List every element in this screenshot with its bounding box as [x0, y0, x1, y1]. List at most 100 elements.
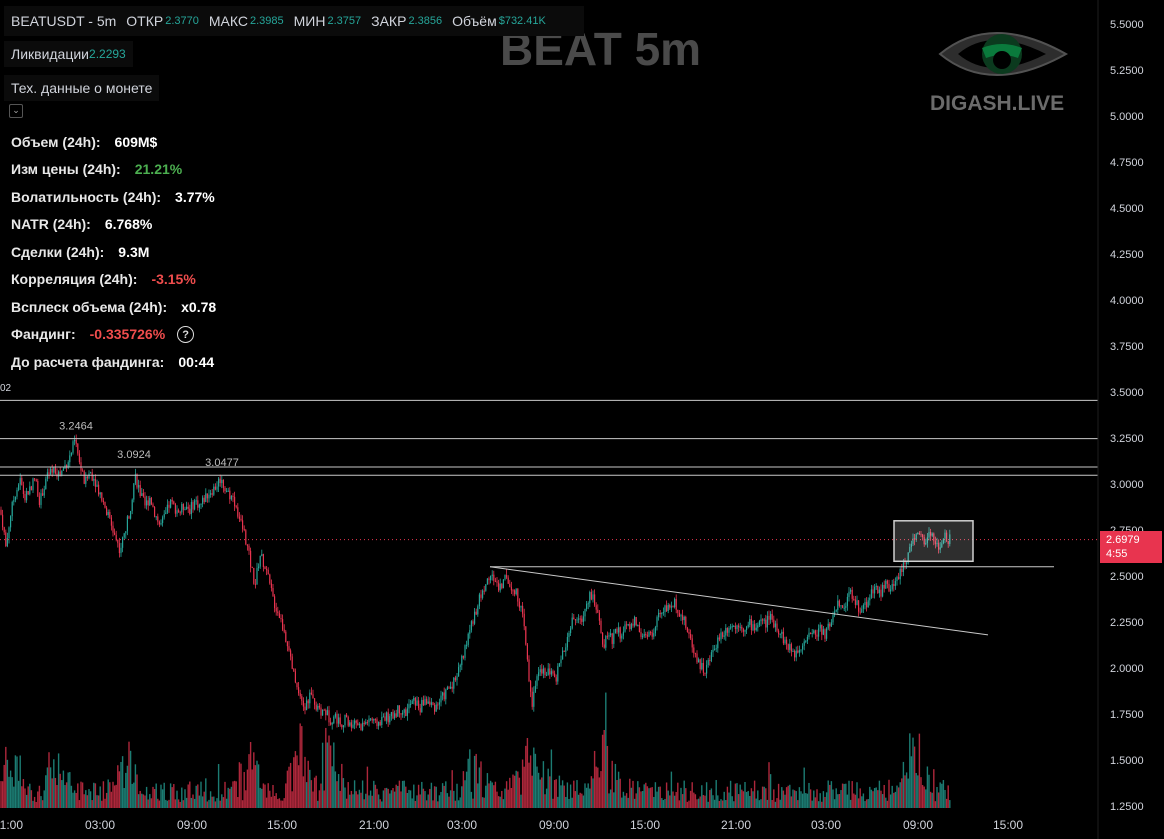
- candle-body: [699, 659, 701, 670]
- volume-bar: [419, 794, 421, 808]
- candle-body: [91, 472, 93, 481]
- candle-body: [504, 575, 506, 580]
- candle-body: [637, 625, 639, 627]
- candle-body: [200, 503, 202, 505]
- y-tick-label: 5.5000: [1110, 19, 1144, 31]
- candle-body: [368, 718, 370, 723]
- volume-bar: [177, 799, 180, 808]
- candle-body: [294, 671, 296, 683]
- volume-bar: [392, 788, 394, 808]
- volume-bar: [625, 793, 628, 808]
- candle-body: [126, 516, 128, 532]
- candle-body: [138, 485, 140, 488]
- candle-body: [614, 628, 616, 634]
- volume-bar: [11, 777, 13, 808]
- candle-body: [738, 625, 740, 628]
- candle-body: [373, 719, 375, 721]
- volume-bar: [381, 801, 383, 808]
- volume-bar: [613, 792, 615, 808]
- candle-body: [230, 495, 232, 500]
- volume-bar: [576, 780, 578, 808]
- volume-bar: [259, 787, 261, 808]
- candle-body: [376, 719, 378, 727]
- candle-body: [70, 452, 72, 456]
- volume-bar: [280, 800, 282, 808]
- candle-body: [427, 701, 429, 704]
- price-axis[interactable]: 5.5000 5.2500 5.0000 4.7500 4.5000 4.2500 4.00…: [1110, 19, 1144, 813]
- volume-bar: [32, 800, 34, 808]
- volume-bar: [209, 791, 212, 808]
- liquidations-indicator[interactable]: Ликвидации 2.2293: [4, 41, 133, 67]
- volume-bar: [757, 790, 759, 808]
- volume-bar: [781, 787, 783, 808]
- funding-help-icon[interactable]: ?: [177, 325, 195, 343]
- volume-bar: [270, 796, 273, 808]
- candle-body: [86, 476, 88, 479]
- volume-bar: [232, 781, 234, 808]
- candle-body: [851, 589, 853, 599]
- candle-body: [5, 532, 7, 547]
- volume-bar: [147, 799, 149, 808]
- volume-bar: [848, 780, 850, 808]
- candle-body: [472, 621, 474, 624]
- volume-bar: [211, 796, 213, 808]
- candle-body: [878, 589, 880, 594]
- candle-body: [117, 539, 119, 544]
- tech-data-label: Тех. данные о монете: [11, 80, 153, 96]
- volume-bar: [637, 781, 639, 808]
- candle-body: [571, 617, 573, 629]
- volume-bar: [145, 786, 148, 808]
- candle-body: [549, 668, 551, 675]
- volume-bar: [686, 801, 689, 808]
- volume-bar: [688, 800, 690, 808]
- volume-bar: [840, 790, 842, 808]
- candle-body: [11, 501, 13, 517]
- candle-body: [669, 604, 671, 608]
- collapse-legend-chevron-icon[interactable]: ⌄: [9, 104, 23, 118]
- tech-data-indicator[interactable]: Тех. данные о монете: [4, 75, 160, 101]
- volume-bar: [65, 782, 68, 808]
- candle-body: [155, 516, 157, 518]
- volume-bar: [369, 790, 372, 808]
- candle-body: [85, 476, 87, 484]
- volume-bar: [915, 772, 917, 808]
- volume-bar: [469, 749, 471, 808]
- candle-body: [24, 494, 26, 501]
- volume-bar: [129, 750, 132, 808]
- candle-body: [414, 697, 416, 706]
- volume-bar: [451, 770, 453, 808]
- volume-bar: [590, 776, 593, 808]
- volume-bar: [440, 791, 442, 808]
- volume-bars: [0, 692, 951, 808]
- candle-body: [610, 633, 612, 636]
- candle-body: [432, 702, 434, 705]
- candle-body: [654, 627, 656, 634]
- candle-body: [696, 653, 698, 663]
- volume-bar: [920, 777, 922, 808]
- candle-body: [621, 635, 623, 639]
- volume-bar: [491, 782, 493, 808]
- ohlc-legend[interactable]: BEATUSDT - 5m ОТКР 2.3770 МАКС 2.3985 МИ…: [4, 6, 584, 36]
- candle-body: [118, 543, 120, 554]
- candle-body: [667, 604, 669, 612]
- time-axis[interactable]: 21:00 03:00 09:00 15:00 21:00 03:00 09:00 15:00…: [0, 818, 1023, 832]
- volume-bar: [133, 782, 135, 808]
- candle-body: [862, 604, 864, 609]
- candle-body: [125, 531, 127, 534]
- volume-bar: [376, 788, 378, 808]
- candle-body: [314, 698, 316, 705]
- candle-body: [674, 598, 676, 608]
- candle-body: [154, 506, 156, 517]
- candle-body: [875, 585, 877, 587]
- volume-bar: [249, 741, 252, 808]
- stat-value: x0.78: [181, 298, 217, 315]
- volume-bar: [816, 789, 818, 808]
- brand-logo-text: DIGASH.LIVE: [930, 92, 1065, 115]
- volume-bar: [184, 789, 186, 808]
- volume-bar: [507, 789, 509, 808]
- candle-body: [586, 603, 588, 609]
- candle-body: [866, 602, 868, 608]
- volume-bar: [513, 775, 516, 808]
- volume-bar: [739, 784, 741, 808]
